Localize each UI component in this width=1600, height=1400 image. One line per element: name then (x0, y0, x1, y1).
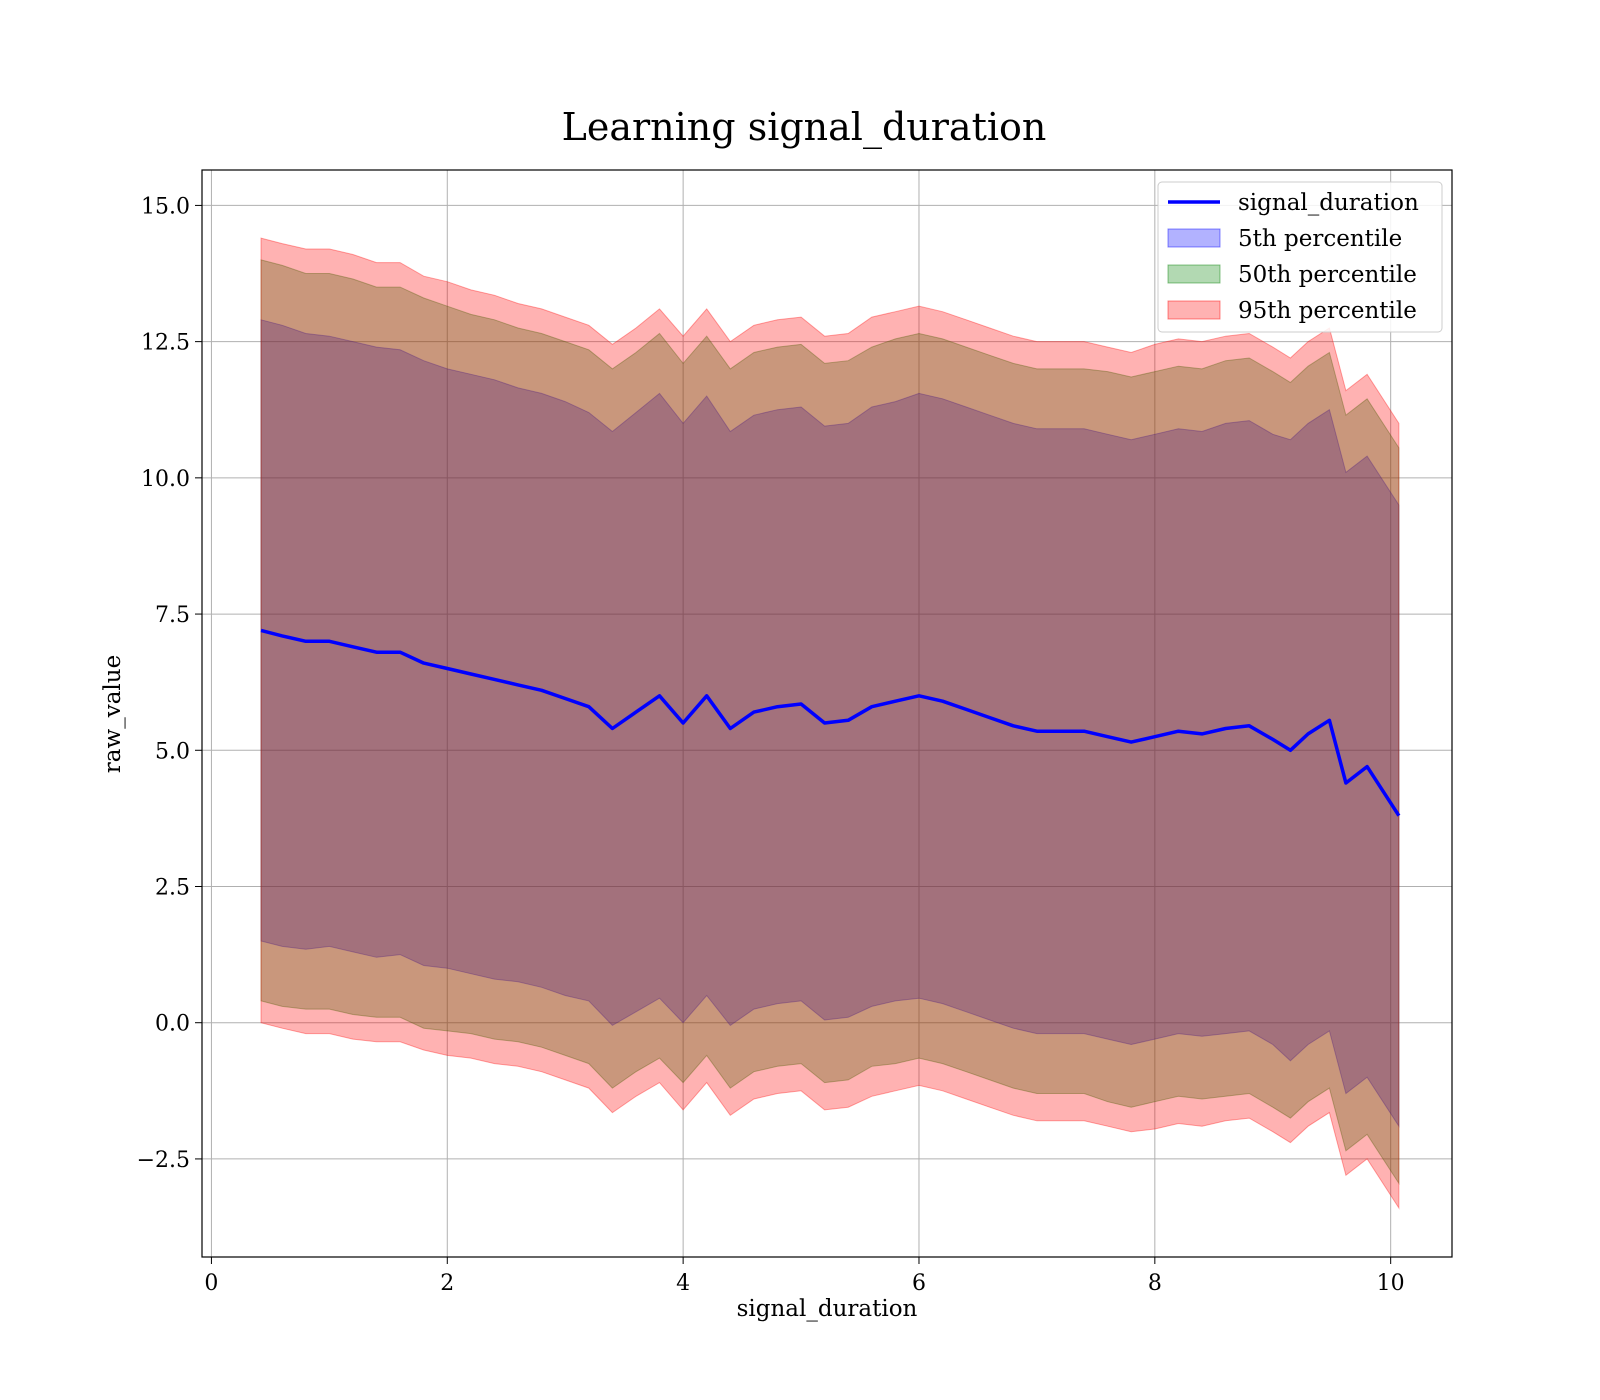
y-tick-label: 10.0 (141, 467, 190, 492)
y-tick-label: 15.0 (141, 194, 190, 219)
y-tick-label: 12.5 (141, 331, 190, 356)
series-lines (260, 628, 1401, 817)
x-axis-label: signal_duration (737, 1296, 918, 1322)
x-axis-ticks: 0 2 4 6 8 10 (204, 1257, 1405, 1296)
line-signal-duration (260, 628, 1401, 817)
legend-swatch (1167, 300, 1221, 320)
plot-area (202, 170, 1452, 1257)
legend-label: 5th percentile (1238, 226, 1402, 252)
legend-swatch (1167, 228, 1221, 248)
y-tick-label: 5.0 (155, 739, 190, 764)
y-tick-label: 7.5 (155, 603, 190, 628)
x-tick-label: 8 (1148, 1271, 1162, 1296)
grid (202, 170, 1452, 1257)
y-tick-label: 0.0 (155, 1012, 190, 1037)
y-tick-label: 2.5 (155, 875, 190, 900)
x-tick-label: 0 (204, 1271, 218, 1296)
y-tick-label: −2.5 (137, 1148, 190, 1173)
legend-label: 95th percentile (1238, 298, 1417, 324)
legend-box (1157, 181, 1443, 333)
x-tick-label: 6 (912, 1271, 926, 1296)
legend: signal_duration 5th percentile 50th percen… (1157, 181, 1443, 333)
y-axis-label: raw_value (100, 655, 126, 773)
plot-frame (201, 169, 1453, 1258)
x-tick-label: 10 (1377, 1271, 1405, 1296)
x-tick-label: 2 (440, 1271, 454, 1296)
chart-title: Learning signal_duration (562, 105, 1047, 150)
legend-label: signal_duration (1238, 190, 1419, 216)
legend-label: 50th percentile (1238, 262, 1417, 288)
legend-swatch (1167, 264, 1221, 284)
x-tick-label: 4 (676, 1271, 690, 1296)
y-axis-ticks: −2.5 0.0 2.5 5.0 7.5 10.0 12.5 15.0 (137, 194, 202, 1173)
